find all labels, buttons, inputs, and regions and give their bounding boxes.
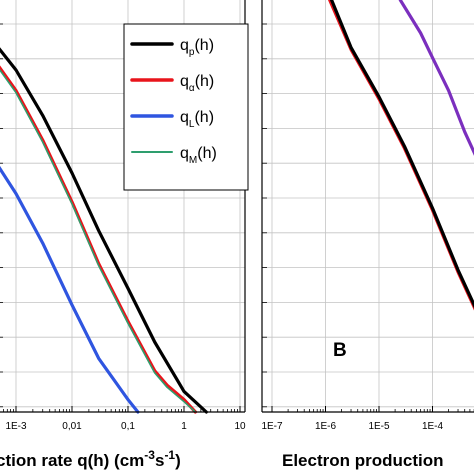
legend-label-base: q [180, 73, 189, 90]
panel-b-frame [261, 0, 474, 413]
panel-a-x-axis-label-exp2: -1 [164, 448, 175, 462]
panel-b-tick-label: 1E-4 [422, 421, 444, 432]
panel-b-ticks: 1E-71E-61E-51E-41E-3 [261, 23, 474, 432]
panel-a-tick-label: 0,1 [121, 421, 135, 432]
panel-a-tick-label: 1E-3 [5, 421, 27, 432]
legend-label-sub: α [189, 83, 195, 94]
legend-label: qL(h) [180, 109, 214, 130]
panel-b-x-axis-label: Electron production [282, 451, 444, 470]
legend-label-sub: L [189, 119, 195, 130]
panel-a-series-line [0, 165, 140, 414]
panel-b-grid [262, 0, 474, 412]
legend-label-sub: M [189, 155, 197, 166]
panel-b-series-line [330, 0, 474, 309]
legend: qp(h)qα(h)qL(h)qM(h) [123, 23, 249, 191]
panel-a-tick-label: 1 [181, 421, 187, 432]
panel-b-letter: B [333, 340, 347, 361]
legend-label: qp(h) [180, 37, 214, 58]
panel-a-series-line [0, 68, 197, 413]
panel-a-x-axis-label-mid: s [155, 451, 164, 470]
panel-b-tick-label: 1E-6 [315, 421, 337, 432]
panel-a: 1E-3 0,01 0,1 1 10 qp(h)qα(h)qL(h)qM(h) ctio… [0, 0, 249, 470]
panel-a-grid [0, 0, 245, 412]
legend-label-base: q [180, 109, 189, 126]
legend-label: qM(h) [180, 145, 217, 166]
panel-a-tick-label: 0,01 [62, 421, 82, 432]
panel-b-tick-label: 1E-5 [368, 421, 390, 432]
panel-a-x-axis-label: ction rate q(h) (cm-3s-1) [0, 448, 181, 470]
panel-a-x-axis-label-end: ) [175, 451, 181, 470]
panel-a-x-axis-label-exp1: -3 [144, 448, 155, 462]
panel-a-series-line [0, 47, 208, 414]
panel-b-tick-label: 1E-7 [261, 421, 283, 432]
panel-b: 1E-71E-61E-51E-41E-3 B Electron producti… [261, 0, 474, 470]
legend-label-sub: p [189, 47, 195, 58]
panel-a-x-axis-label-main: ction rate q(h) (cm [0, 451, 144, 470]
legend-box [123, 23, 249, 191]
panel-b-curves [328, 0, 474, 311]
legend-label-tail: (h) [194, 37, 214, 54]
panel-a-tick-label: 10 [234, 421, 246, 432]
panel-b-series-line [398, 0, 474, 156]
legend-label-tail: (h) [194, 109, 214, 126]
legend-label-base: q [180, 145, 189, 162]
legend-label-base: q [180, 37, 189, 54]
legend-label: qα(h) [180, 73, 214, 94]
panel-a-curves [0, 47, 208, 414]
legend-label-tail: (h) [195, 73, 215, 90]
legend-label-tail: (h) [197, 145, 217, 162]
panel-a-ticks: 1E-3 0,01 0,1 1 10 [0, 23, 246, 432]
